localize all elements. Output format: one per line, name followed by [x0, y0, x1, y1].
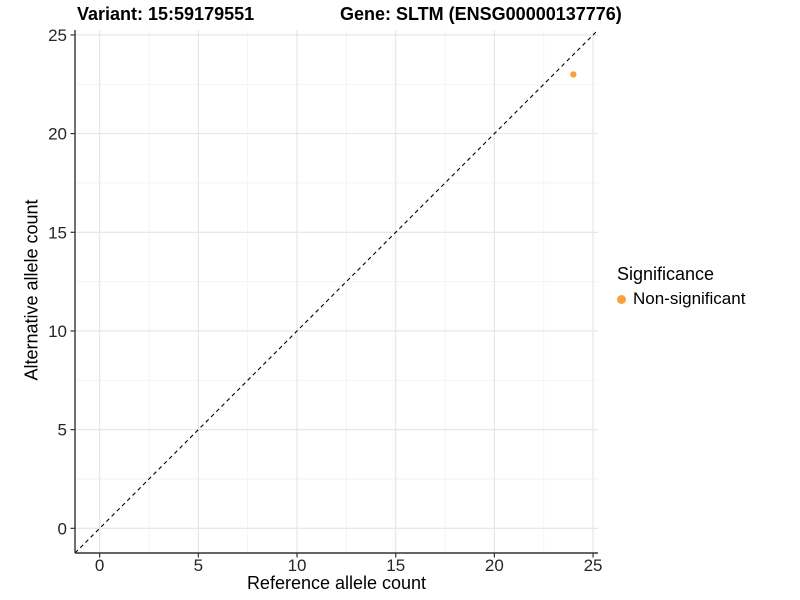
svg-text:10: 10 [288, 556, 307, 575]
y-axis-title: Alternative allele count [21, 199, 42, 381]
axis-tick-marks [70, 34, 594, 558]
identity-dashed-line [74, 29, 599, 554]
legend-point-swatch-icon [617, 294, 626, 304]
svg-text:0: 0 [95, 556, 104, 575]
data-point [570, 71, 577, 78]
legend: Significance Non-significant [617, 263, 745, 309]
x-tick-labels: 0 5 10 15 20 25 [95, 556, 603, 575]
svg-text:5: 5 [194, 556, 203, 575]
svg-text:10: 10 [48, 322, 67, 341]
grid-major [75, 30, 598, 553]
x-axis-title: Reference allele count [246, 573, 427, 593]
svg-text:25: 25 [48, 26, 67, 45]
svg-text:5: 5 [58, 421, 67, 440]
svg-text:15: 15 [386, 556, 405, 575]
plot-title-gene: Gene: SLTM (ENSG00000137776) [340, 4, 622, 24]
svg-text:0: 0 [58, 519, 67, 538]
svg-text:15: 15 [48, 223, 67, 242]
grid-minor [75, 30, 598, 553]
legend-item-non-significant: Non-significant [617, 289, 745, 309]
plot-title-variant: Variant: 15:59179551 [77, 4, 255, 24]
svg-text:25: 25 [584, 556, 603, 575]
y-tick-labels: 0 5 10 15 20 25 [48, 26, 67, 538]
svg-text:20: 20 [485, 556, 504, 575]
svg-text:20: 20 [48, 125, 67, 144]
legend-item-label: Non-significant [633, 289, 746, 308]
legend-title: Significance [617, 264, 715, 284]
